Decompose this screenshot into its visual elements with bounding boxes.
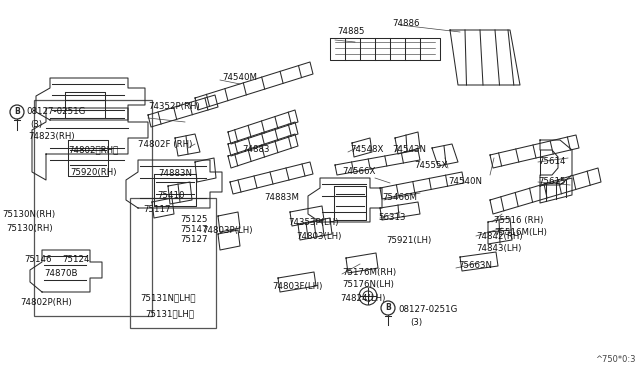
Text: 75127: 75127	[180, 235, 207, 244]
Text: 75117: 75117	[143, 205, 170, 214]
Text: 74824(LH): 74824(LH)	[340, 294, 385, 302]
Text: 75131〈LH〉: 75131〈LH〉	[145, 310, 194, 318]
Text: ^750*0:3: ^750*0:3	[595, 355, 636, 364]
Text: 08127-0251G: 08127-0251G	[26, 108, 85, 116]
Text: B: B	[14, 108, 20, 116]
Text: 75516M(LH): 75516M(LH)	[494, 228, 547, 237]
Text: 74566X: 74566X	[342, 167, 376, 176]
Text: 75615: 75615	[538, 177, 566, 186]
Text: B: B	[385, 304, 391, 312]
Text: 74885: 74885	[337, 28, 365, 36]
Text: 75921(LH): 75921(LH)	[386, 235, 431, 244]
Text: 75147: 75147	[180, 225, 207, 234]
Text: 75130N(RH): 75130N(RH)	[2, 209, 55, 218]
Text: 75130(RH): 75130(RH)	[6, 224, 52, 234]
Text: 74803F(LH): 74803F(LH)	[272, 282, 323, 291]
Text: (3): (3)	[30, 119, 42, 128]
Text: 74802F (RH): 74802F (RH)	[138, 140, 193, 148]
Text: 75176M(RH): 75176M(RH)	[342, 267, 396, 276]
Text: 74352P(RH): 74352P(RH)	[148, 103, 200, 112]
Text: 74803(LH): 74803(LH)	[296, 231, 341, 241]
Text: 75410: 75410	[157, 192, 184, 201]
Text: 75920(RH): 75920(RH)	[70, 167, 116, 176]
Circle shape	[363, 291, 373, 301]
Text: 75516 (RH): 75516 (RH)	[494, 215, 543, 224]
Text: (3): (3)	[410, 317, 422, 327]
Text: 75146: 75146	[24, 256, 51, 264]
Text: 74883N: 74883N	[158, 170, 192, 179]
Text: 74843(LH): 74843(LH)	[476, 244, 522, 253]
Text: 74883M: 74883M	[264, 193, 299, 202]
Text: 75131N〈LH〉: 75131N〈LH〉	[140, 294, 195, 302]
Text: 75466M: 75466M	[382, 193, 417, 202]
Text: 74555X: 74555X	[414, 161, 447, 170]
Text: 74548X: 74548X	[350, 145, 383, 154]
Text: 74540N: 74540N	[448, 177, 482, 186]
Text: 74802P(RH): 74802P(RH)	[20, 298, 72, 307]
Text: 75176N(LH): 75176N(LH)	[342, 279, 394, 289]
Bar	[34, 100, 152, 316]
Text: 56313: 56313	[378, 214, 406, 222]
Bar	[130, 198, 216, 328]
Text: 74842(RH): 74842(RH)	[476, 231, 523, 241]
Text: 75124: 75124	[62, 256, 90, 264]
Text: 08127-0251G: 08127-0251G	[398, 305, 458, 314]
Text: 75614: 75614	[538, 157, 566, 167]
Text: 74543N: 74543N	[392, 145, 426, 154]
Text: 74870B: 74870B	[44, 269, 77, 279]
Text: 74823(RH): 74823(RH)	[28, 131, 75, 141]
Text: 74540M: 74540M	[222, 73, 257, 81]
Text: 74886: 74886	[392, 19, 419, 29]
Circle shape	[359, 287, 377, 305]
Text: 74353P(LH): 74353P(LH)	[288, 218, 339, 227]
Circle shape	[10, 105, 24, 119]
Text: 75125: 75125	[180, 215, 207, 224]
Circle shape	[381, 301, 395, 315]
Text: 74803P(LH): 74803P(LH)	[202, 225, 253, 234]
Text: 75663N: 75663N	[458, 262, 492, 270]
Text: 74802〈RH〉: 74802〈RH〉	[68, 145, 118, 154]
Text: 74883: 74883	[242, 145, 269, 154]
